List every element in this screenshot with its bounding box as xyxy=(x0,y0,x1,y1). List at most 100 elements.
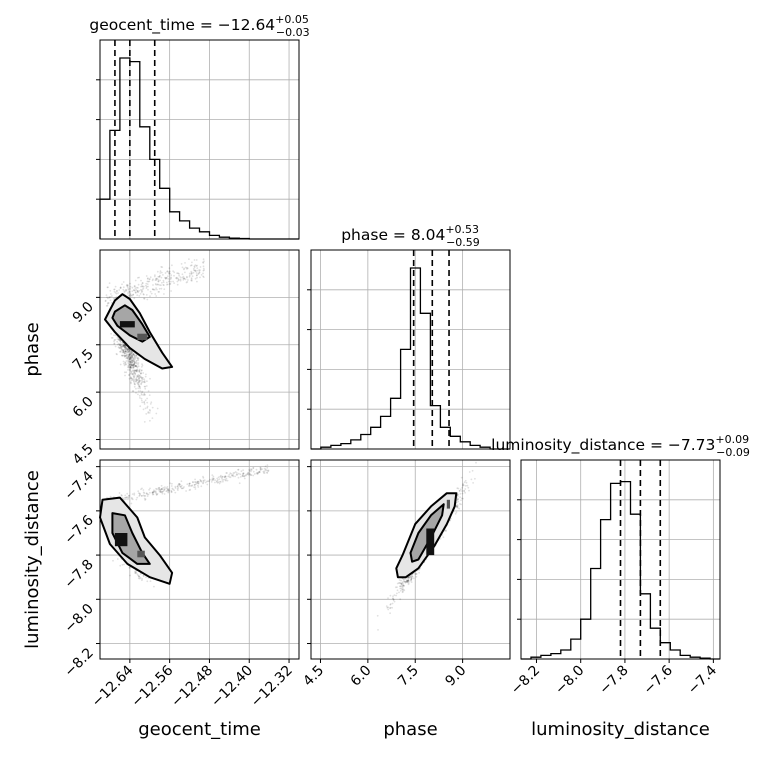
sample-point xyxy=(122,345,124,347)
sample-point xyxy=(130,377,133,380)
sample-point xyxy=(146,401,149,404)
sample-point xyxy=(180,263,183,265)
sample-point xyxy=(177,277,179,280)
sample-point xyxy=(135,379,138,382)
sample-point xyxy=(113,339,116,342)
sample-point xyxy=(106,304,109,307)
sample-point xyxy=(130,362,133,365)
sample-point xyxy=(143,380,146,382)
sample-point xyxy=(127,365,130,367)
sample-point xyxy=(195,274,198,277)
sample-point xyxy=(142,394,145,396)
sample-point xyxy=(123,351,125,354)
sample-point xyxy=(188,482,191,485)
sample-point xyxy=(131,359,134,362)
sample-point xyxy=(131,361,134,364)
sample-point xyxy=(130,360,133,362)
sample-point xyxy=(127,366,130,369)
sample-point xyxy=(107,286,109,289)
sample-point xyxy=(125,356,128,359)
sample-point xyxy=(146,492,148,495)
sample-point xyxy=(116,340,119,343)
panel-frame xyxy=(520,459,721,660)
sample-point xyxy=(457,498,459,501)
sample-point xyxy=(128,350,131,353)
sample-point xyxy=(124,374,126,377)
sample-point xyxy=(106,302,109,305)
sample-point xyxy=(127,284,129,287)
xtick-label: 6.0 xyxy=(348,663,375,690)
sample-point xyxy=(183,486,185,488)
contours-luminosity_distance_vs_phase xyxy=(395,492,458,579)
sample-point xyxy=(129,288,132,290)
sample-point xyxy=(127,357,129,359)
sample-point xyxy=(145,287,148,289)
sample-point xyxy=(130,366,133,369)
sample-point xyxy=(267,469,270,472)
sample-point xyxy=(188,274,191,277)
sample-point xyxy=(136,369,139,371)
sample-point xyxy=(117,342,120,345)
density-core-secondary xyxy=(137,550,145,558)
sample-point xyxy=(127,350,130,352)
sample-point xyxy=(154,293,157,295)
sample-point xyxy=(138,377,141,379)
sample-point xyxy=(162,490,165,493)
sample-point xyxy=(456,495,459,498)
sample-point xyxy=(143,401,146,404)
sample-point xyxy=(147,285,149,288)
sample-point xyxy=(129,362,132,365)
sample-point xyxy=(121,341,124,344)
sample-point xyxy=(132,373,135,376)
xtick-label: −12.56 xyxy=(129,662,177,710)
sample-point xyxy=(176,280,179,283)
sample-point xyxy=(136,359,138,362)
sample-point xyxy=(146,380,148,383)
sample-point xyxy=(212,475,215,478)
sample-point xyxy=(167,283,169,286)
sample-point xyxy=(190,270,193,273)
sample-point xyxy=(137,363,139,366)
sample-point xyxy=(145,385,148,387)
sample-point xyxy=(144,394,146,396)
sample-point xyxy=(122,349,124,352)
sample-point xyxy=(123,498,126,501)
sample-point xyxy=(144,399,147,402)
sample-point xyxy=(456,504,459,506)
sample-point xyxy=(400,587,403,590)
sample-point xyxy=(158,275,161,278)
xtick-label: −12.48 xyxy=(168,663,216,711)
sample-point xyxy=(123,346,126,348)
sample-point xyxy=(386,606,389,609)
sample-point xyxy=(160,491,162,493)
sample-point xyxy=(266,472,269,474)
sample-point xyxy=(140,285,142,288)
sample-point xyxy=(174,487,177,489)
sample-point xyxy=(160,488,163,490)
sample-point xyxy=(107,302,110,304)
sample-point xyxy=(137,356,139,359)
sample-point xyxy=(133,363,136,366)
sample-point xyxy=(124,361,126,364)
sample-point xyxy=(194,481,196,483)
sample-point xyxy=(456,506,459,509)
sample-point xyxy=(118,339,121,341)
sample-point xyxy=(144,494,147,497)
sample-point xyxy=(132,363,135,366)
sample-point xyxy=(206,483,209,486)
sample-point xyxy=(148,280,151,283)
sample-point xyxy=(232,472,235,475)
sample-point xyxy=(400,583,403,585)
sample-point xyxy=(146,580,149,583)
sample-point xyxy=(257,471,259,474)
sample-point xyxy=(126,347,128,350)
sample-point xyxy=(217,476,220,479)
sample-point xyxy=(113,290,116,293)
sample-point xyxy=(129,366,131,369)
sample-point xyxy=(150,292,153,295)
sample-point xyxy=(127,360,130,363)
sample-point xyxy=(139,390,142,392)
sample-point xyxy=(264,465,267,468)
sample-point xyxy=(141,378,144,381)
sample-point xyxy=(142,491,145,494)
